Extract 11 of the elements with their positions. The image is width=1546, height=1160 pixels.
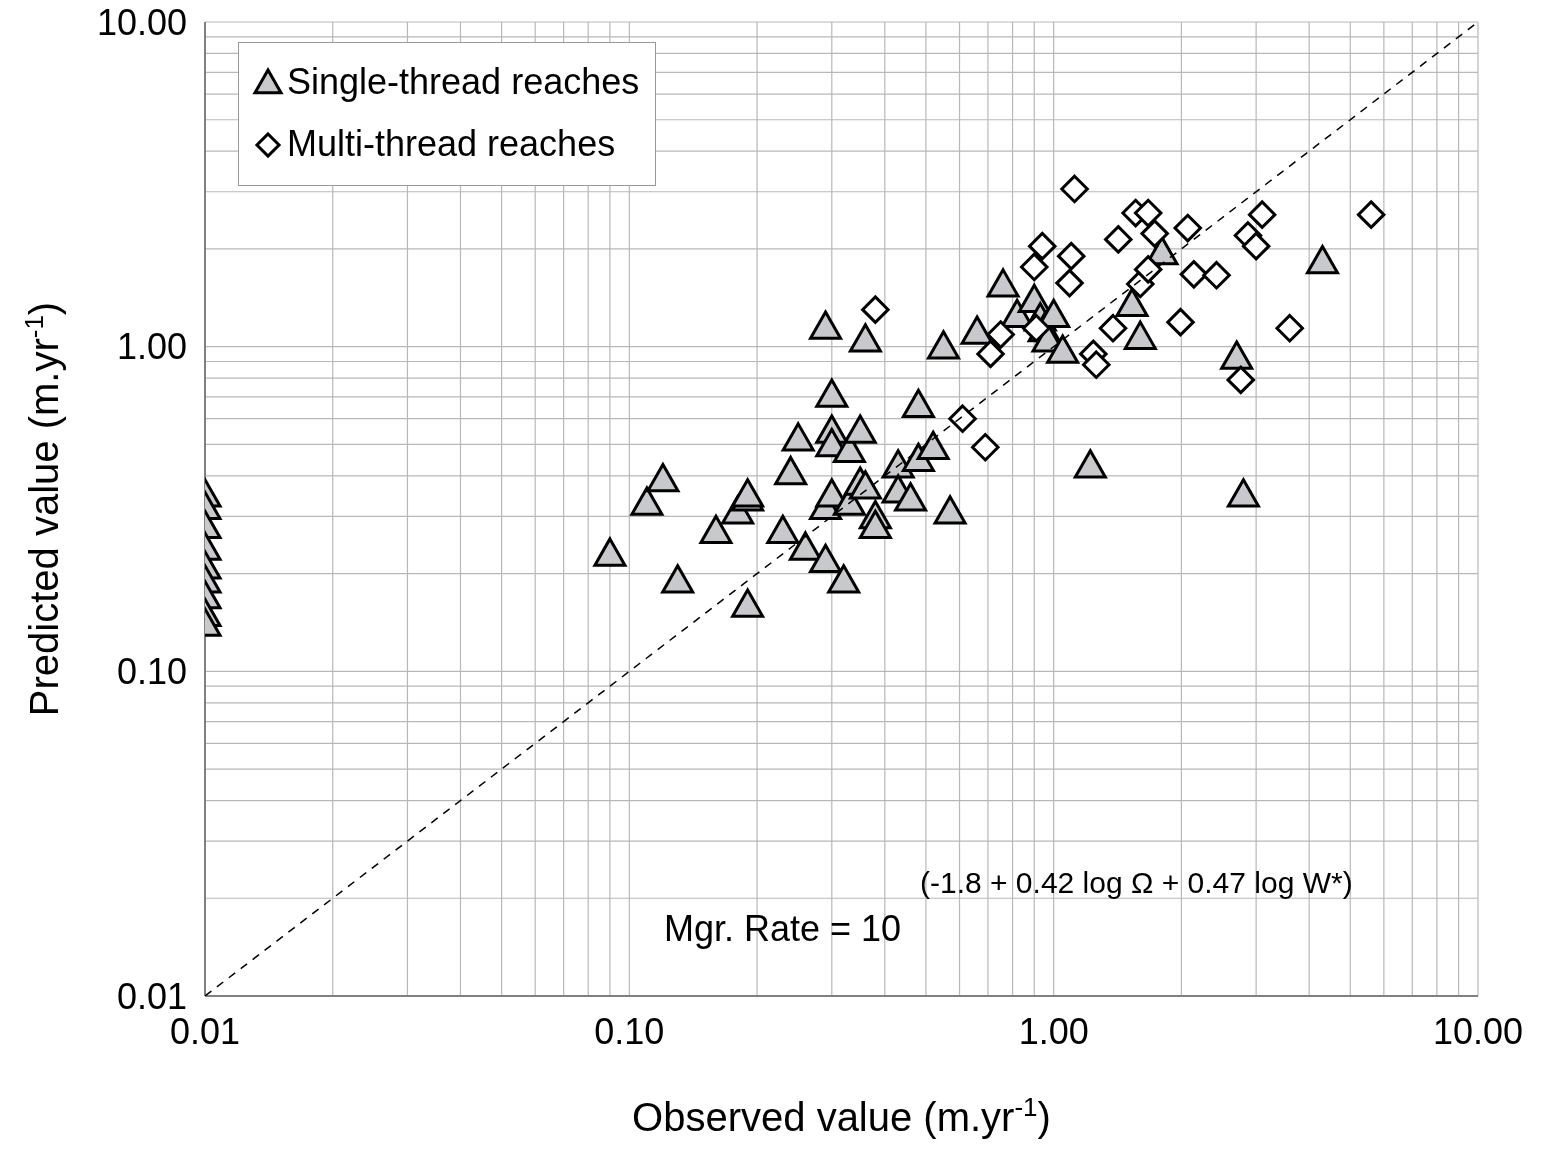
legend-label: Multi-thread reaches [287,123,616,165]
legend-label: Single-thread reaches [287,61,640,103]
y-tick-label: 0.10 [116,650,187,692]
x-axis-title: Observed value (m.yr$^{-1}$) [632,1092,1051,1139]
y-tick-label: 10.00 [96,1,187,43]
y-tick-label: 1.00 [116,326,187,368]
x-tick-label: 0.10 [594,1011,665,1052]
x-tick-label: 1.00 [1018,1011,1089,1052]
x-tick-label: 10.00 [1432,1011,1524,1052]
annotation: (-1.8 + 0.42 log Ω + 0.47 log W*) [920,866,1353,900]
annotation: Mgr. Rate = 10 [664,908,902,950]
